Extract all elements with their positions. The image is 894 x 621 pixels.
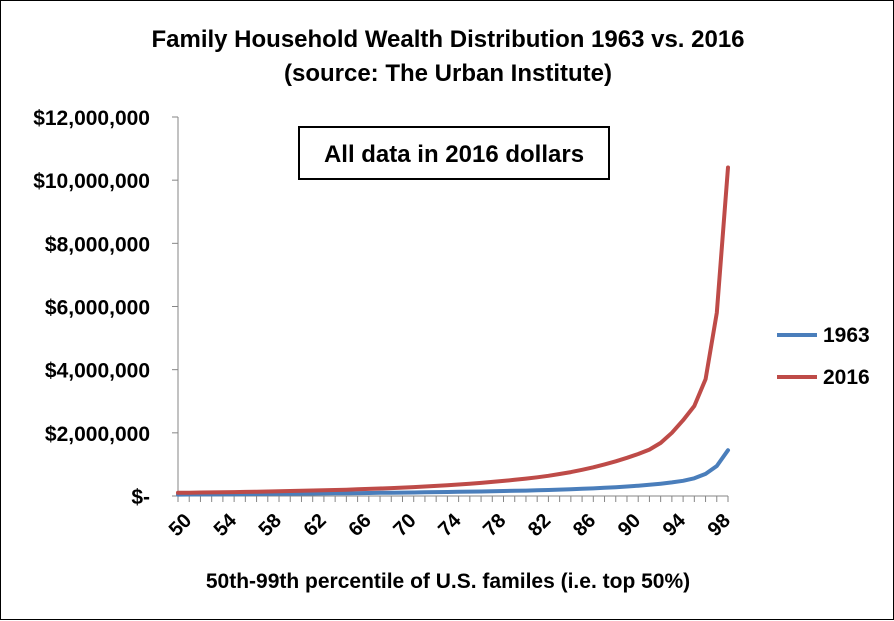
x-tick-label: 74	[434, 509, 466, 541]
x-tick-label: 86	[569, 510, 600, 541]
chart-title-block: Family Household Wealth Distribution 196…	[1, 23, 894, 91]
x-tick-label: 98	[704, 510, 735, 541]
annotation-text: All data in 2016 dollars	[324, 141, 584, 168]
x-tick-label: 58	[255, 510, 286, 541]
annotation-box: All data in 2016 dollars	[298, 126, 610, 180]
x-tick-label: 66	[344, 510, 375, 541]
chart-title: Family Household Wealth Distribution 196…	[151, 26, 745, 53]
legend: 1963 2016	[777, 324, 870, 389]
x-tick-label: 90	[614, 510, 645, 541]
x-tick-label: 78	[479, 510, 510, 541]
y-axis: $- $2,000,000 $4,000,000 $6,000,000 $8,000,0…	[33, 107, 179, 509]
x-tick-label: 62	[300, 510, 331, 541]
x-tick-label: 50	[165, 510, 196, 541]
legend-label-2016: 2016	[823, 366, 870, 389]
series-line-1963	[176, 448, 730, 497]
y-tick-label: $4,000,000	[45, 360, 150, 383]
y-tick-label: $-	[131, 486, 150, 509]
x-tick-label: 54	[210, 509, 242, 541]
y-tick-label: $12,000,000	[33, 107, 150, 130]
series-layer	[176, 165, 730, 497]
y-tick-label: $8,000,000	[45, 233, 150, 256]
y-tick-label: $6,000,000	[45, 297, 150, 320]
x-tick-label: 70	[389, 510, 420, 541]
x-tick-label: 94	[659, 509, 691, 541]
y-tick-label: $2,000,000	[45, 423, 150, 446]
annotation-border	[298, 126, 610, 180]
series-line-2016	[176, 165, 730, 495]
x-axis: 50 54 58 62 66 70 74 78 82 86 90 94 98	[165, 495, 735, 541]
y-tick-label: $10,000,000	[33, 170, 150, 193]
x-axis-title: 50th-99th percentile of U.S. familes (i.…	[206, 570, 690, 593]
chart-subtitle: (source: The Urban Institute)	[283, 60, 613, 87]
x-tick-label: 82	[524, 510, 555, 541]
legend-label-1963: 1963	[823, 324, 870, 347]
